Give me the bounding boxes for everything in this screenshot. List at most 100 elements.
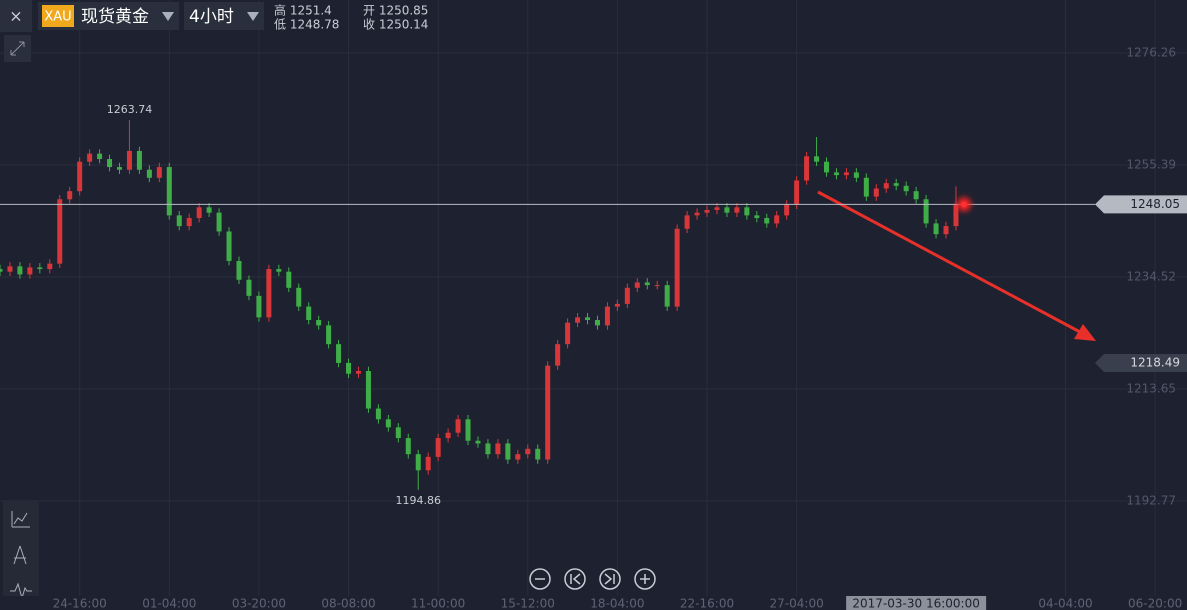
candle-body: [644, 282, 650, 286]
x-tick-label: 24-16:00: [53, 597, 107, 610]
low-label: 低 1248.78: [274, 18, 339, 32]
candle-body: [833, 172, 839, 176]
close-button[interactable]: [0, 0, 32, 32]
candle-body: [505, 443, 511, 460]
trend-arrow-head: [1074, 324, 1096, 341]
candle-body: [903, 185, 909, 192]
candle-body: [724, 207, 730, 213]
x-tick-label: 11-00:00: [411, 597, 465, 610]
candle-body: [495, 443, 501, 455]
candle-body: [824, 161, 830, 173]
candle-body: [196, 207, 202, 219]
candle-body: [614, 303, 620, 307]
candle-body: [873, 188, 879, 197]
candle-body: [923, 199, 929, 224]
candle-body: [186, 218, 192, 227]
candle-body: [784, 204, 790, 216]
crosshair-label-box: [846, 596, 987, 610]
candle-body: [256, 295, 262, 318]
close-icon: ×: [9, 7, 22, 26]
draw-icon[interactable]: [13, 545, 27, 565]
scroll-start[interactable]: [564, 568, 586, 590]
candle-body: [455, 419, 461, 433]
candle-body: [346, 362, 352, 374]
candle-body: [37, 267, 43, 270]
candle-body: [77, 161, 83, 192]
candle-body: [27, 267, 33, 275]
y-tick-label: 1234.52: [1126, 269, 1176, 283]
candle-body: [555, 344, 561, 366]
candle-body: [893, 183, 899, 186]
candle-body: [694, 212, 700, 216]
crosshair-label: 2017-03-30 16:00:00: [852, 597, 979, 610]
zoom-out[interactable]: [529, 568, 551, 590]
grid: [0, 0, 1187, 596]
candle-body: [535, 448, 541, 460]
close-label: 收 1250.14: [363, 18, 428, 32]
candle-body: [126, 150, 132, 170]
candle-body: [515, 454, 521, 460]
candle-body: [585, 317, 591, 321]
candle-body: [435, 438, 441, 457]
candle-body: [774, 215, 780, 224]
candle-body: [166, 167, 172, 216]
candle-body: [97, 153, 103, 160]
candle-body: [67, 191, 73, 200]
candle-body: [863, 177, 869, 197]
side-toolbar: [3, 501, 39, 610]
x-tick-label: 01-04:00: [142, 597, 196, 610]
candle-body: [236, 260, 242, 280]
candle-body: [764, 218, 770, 224]
candle-body: [156, 167, 162, 178]
candle-body: [415, 454, 421, 471]
candles: [0, 120, 959, 490]
x-tick-label: 22-16:00: [680, 597, 734, 610]
x-tick-label: 03-20:00: [232, 597, 286, 610]
candle-body: [336, 344, 342, 363]
candle-body: [634, 282, 640, 288]
candle-body: [405, 438, 411, 455]
indicator-icon[interactable]: [11, 511, 30, 528]
candle-body: [17, 266, 23, 275]
dropdown-arrow: [247, 12, 259, 21]
last-price-dot: [960, 201, 967, 208]
candle-body: [107, 159, 113, 168]
candle-body: [375, 408, 381, 420]
zoom-controls: [529, 568, 656, 590]
candle-body: [804, 156, 810, 181]
low-annotation: 1194.86: [395, 494, 441, 507]
dropdown-arrow: [162, 12, 174, 21]
candle-body: [624, 287, 630, 304]
zoom-in[interactable]: [634, 568, 656, 590]
candle-body: [794, 180, 800, 205]
candle-body: [296, 287, 302, 307]
candle-body: [286, 271, 292, 288]
candle-body: [176, 215, 182, 227]
x-tick-label: 18-04:00: [590, 597, 644, 610]
candle-body: [326, 325, 332, 345]
candle-body: [684, 215, 690, 229]
candle-body: [276, 269, 282, 272]
candle-body: [385, 419, 391, 428]
symbol-badge: [42, 5, 74, 27]
trend-arrow: [817, 190, 1081, 334]
candle-body: [943, 226, 949, 235]
candle-body: [266, 269, 272, 318]
candle-body: [465, 419, 471, 441]
y-tick-label: 1276.26: [1126, 45, 1176, 59]
candle-body: [704, 209, 710, 213]
candle-body: [853, 172, 859, 178]
candle-body: [0, 269, 3, 272]
candle-body: [57, 199, 63, 264]
symbol-name: 现货黄金: [81, 7, 149, 27]
target-price-label: 1218.49: [1130, 355, 1180, 369]
candle-body: [365, 370, 371, 409]
annotations: 1263.74 1194.86 1248.05 1218.49: [0, 103, 1187, 507]
candle-body: [206, 207, 212, 213]
scroll-end[interactable]: [599, 568, 621, 590]
candle-body: [883, 183, 889, 189]
high-annotation: 1263.74: [107, 103, 153, 116]
candle-body: [843, 172, 849, 176]
